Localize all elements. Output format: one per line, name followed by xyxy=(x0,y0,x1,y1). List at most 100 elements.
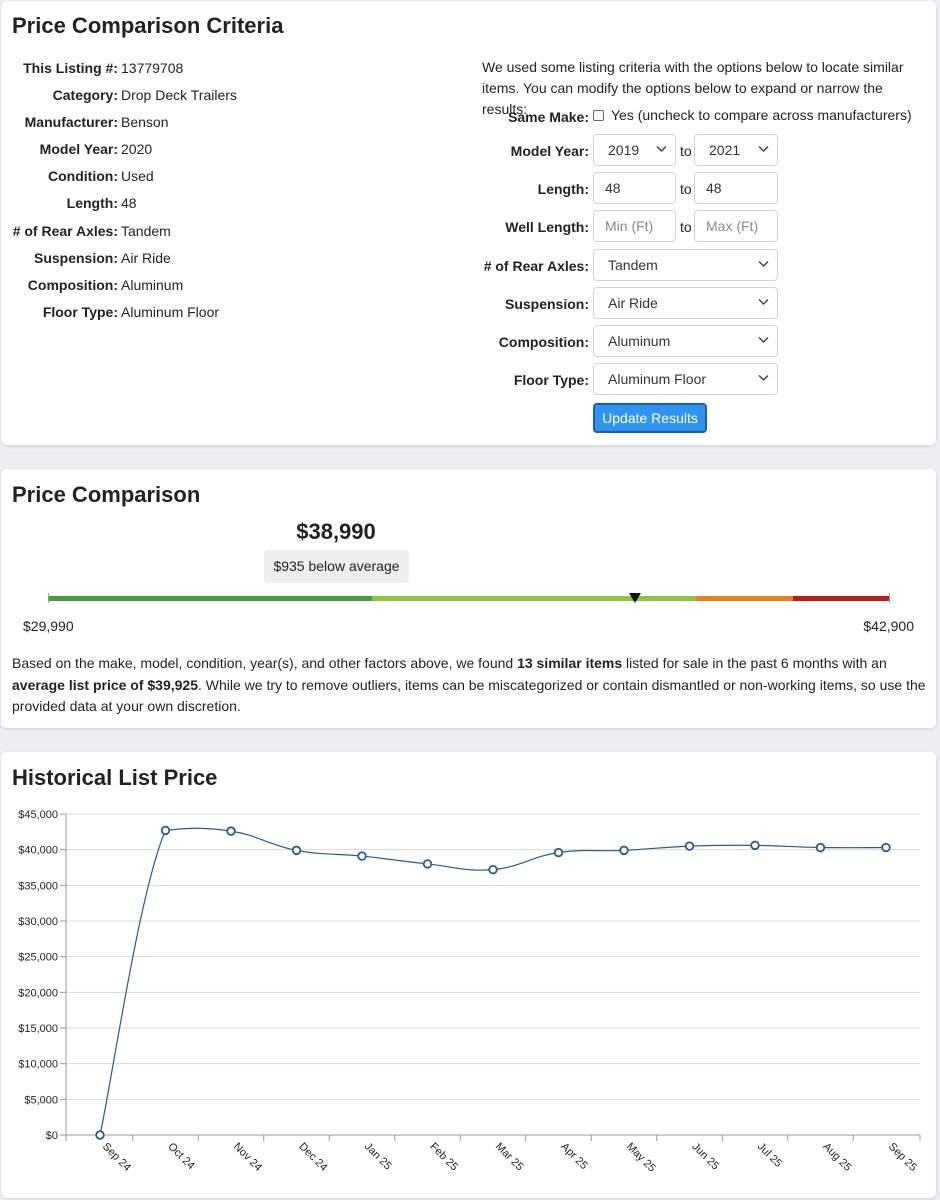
summary-text-3: . While we try to remove outliers, items… xyxy=(12,676,926,715)
length-from-value: 48 xyxy=(605,180,621,196)
x-tick-label: Aug 25 xyxy=(820,1141,853,1174)
data-point[interactable] xyxy=(488,864,498,875)
x-tick-label: Dec 24 xyxy=(296,1141,329,1174)
x-tick-label: Feb 25 xyxy=(427,1141,460,1174)
rear-axles-label: # of Rear Axles: xyxy=(483,258,589,274)
same-make-checkbox[interactable] xyxy=(593,110,604,121)
listing-row-label: Suspension: xyxy=(33,250,118,266)
data-point[interactable] xyxy=(357,851,367,861)
suspension-select[interactable]: Air Ride xyxy=(593,287,778,319)
listing-row: Category: Drop Deck Trailers xyxy=(1,84,381,106)
x-tick-label: Nov 24 xyxy=(231,1141,264,1174)
x-tick-label: Sep 24 xyxy=(100,1141,133,1174)
model-year-from-value: 2019 xyxy=(608,142,640,158)
suspension-label: Suspension: xyxy=(504,296,589,312)
listing-row-label: Floor Type: xyxy=(42,304,118,320)
summary-text-2: listed for sale in the past 6 months wit… xyxy=(622,655,887,671)
x-tick-label: Jul 25 xyxy=(755,1141,784,1170)
y-tick-label: $10,000 xyxy=(18,1059,58,1071)
x-tick-label: Sep 25 xyxy=(886,1141,919,1174)
price-bar-high xyxy=(696,596,793,601)
price-marker-icon xyxy=(628,593,641,603)
price-range-min: $29,990 xyxy=(23,618,74,634)
data-point[interactable] xyxy=(291,845,302,856)
floor-type-select[interactable]: Aluminum Floor xyxy=(593,363,778,395)
y-tick-label: $0 xyxy=(46,1130,58,1142)
y-tick-label: $20,000 xyxy=(18,987,58,999)
well-length-min-input[interactable]: Min (Ft) xyxy=(593,210,676,242)
well-length-max-input[interactable]: Max (Ft) xyxy=(694,210,778,242)
listing-row: Condition: Used xyxy=(1,165,381,187)
criteria-card: Price Comparison Criteria This Listing #… xyxy=(1,1,936,445)
listing-row-value: Used xyxy=(121,168,154,184)
data-point[interactable] xyxy=(553,847,564,858)
listing-row-label: Length: xyxy=(66,195,118,211)
chevron-down-icon xyxy=(758,260,769,268)
rear-axles-value: Tandem xyxy=(608,257,658,273)
price-difference-badge: $935 below average xyxy=(264,550,409,583)
listing-row-value: Drop Deck Trailers xyxy=(121,87,237,103)
chevron-down-icon xyxy=(758,374,769,382)
model-year-to-select[interactable]: 2021 xyxy=(694,134,778,166)
listing-row-label: Composition: xyxy=(27,277,118,293)
listing-row-value: Tandem xyxy=(121,223,171,239)
composition-label: Composition: xyxy=(498,334,589,350)
model-year-to-text: to xyxy=(680,143,692,159)
update-results-button[interactable]: Update Results xyxy=(593,403,707,433)
historical-price-chart: $0 $5,000 $10,000 $15,000 $20,000 $25,000 $30,… xyxy=(18,809,921,1175)
data-point[interactable] xyxy=(422,859,433,869)
data-point[interactable] xyxy=(750,840,760,851)
price-bar-min-tick xyxy=(48,593,49,603)
y-tick-label: $40,000 xyxy=(18,845,58,857)
floor-type-value: Aluminum Floor xyxy=(608,371,707,387)
price-bar-max-tick xyxy=(889,593,890,603)
listing-row-value: Air Ride xyxy=(121,250,171,266)
x-tick-label: May 25 xyxy=(624,1141,658,1175)
listing-row: Length: 48 xyxy=(1,192,381,214)
listing-row: Model Year: 2020 xyxy=(1,138,381,160)
listing-row-label: Category: xyxy=(52,87,118,103)
data-point[interactable] xyxy=(226,826,236,836)
rear-axles-select[interactable]: Tandem xyxy=(593,249,778,281)
price-comparison-title: Price Comparison xyxy=(12,482,201,507)
composition-value: Aluminum xyxy=(608,333,671,349)
length-label: Length: xyxy=(537,181,589,197)
data-point[interactable] xyxy=(160,825,171,836)
x-tick-label: Oct 24 xyxy=(165,1141,196,1172)
similar-items-count: 13 similar items xyxy=(517,655,623,671)
price-bar-low xyxy=(48,596,372,601)
composition-select[interactable]: Aluminum xyxy=(593,325,778,357)
criteria-intro: We used some listing criteria with the o… xyxy=(482,59,904,117)
listing-row-label: This Listing #: xyxy=(23,60,118,76)
length-to-value: 48 xyxy=(706,180,722,196)
well-length-min-placeholder: Min (Ft) xyxy=(605,218,654,234)
y-tick-label: $5,000 xyxy=(24,1094,58,1106)
x-tick-label: Mar 25 xyxy=(493,1141,526,1174)
price-comparison-card: Price Comparison $38,990 $935 below aver… xyxy=(1,469,936,728)
model-year-label: Model Year: xyxy=(510,143,589,159)
y-tick-label: $15,000 xyxy=(18,1023,58,1035)
data-point[interactable] xyxy=(684,841,695,851)
length-to-text: to xyxy=(680,181,692,197)
y-tick-label: $35,000 xyxy=(18,880,58,892)
length-from-input[interactable]: 48 xyxy=(593,172,676,204)
listing-row-value: 48 xyxy=(121,195,137,211)
x-tick-label: Jun 25 xyxy=(689,1141,721,1173)
model-year-from-select[interactable]: 2019 xyxy=(593,134,676,166)
price-range-max: $42,900 xyxy=(863,618,914,634)
data-point[interactable] xyxy=(619,845,629,856)
data-point[interactable] xyxy=(815,842,826,853)
model-year-to-value: 2021 xyxy=(709,142,741,158)
data-point[interactable] xyxy=(95,1130,105,1140)
chevron-down-icon xyxy=(656,145,667,153)
x-tick-label: Apr 25 xyxy=(558,1141,589,1172)
data-point[interactable] xyxy=(881,842,891,853)
listing-row-value: Aluminum xyxy=(121,277,184,293)
listing-row: # of Rear Axles: Tandem xyxy=(1,220,381,242)
suspension-value: Air Ride xyxy=(608,295,658,311)
same-make-text: Yes (uncheck to compare across manufactu… xyxy=(611,107,912,123)
listing-row-label: Condition: xyxy=(48,168,118,184)
x-tick-label: Jan 25 xyxy=(362,1141,394,1173)
chevron-down-icon xyxy=(758,336,769,344)
length-to-input[interactable]: 48 xyxy=(694,172,778,204)
